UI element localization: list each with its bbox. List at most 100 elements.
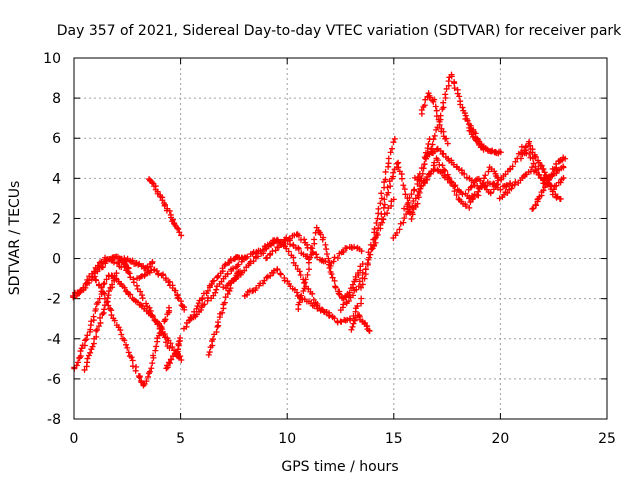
data-point (381, 201, 388, 208)
data-point (326, 312, 333, 319)
data-point (335, 290, 342, 297)
series-arc-25 (423, 71, 487, 162)
data-point (562, 155, 569, 162)
data-point (351, 243, 358, 250)
data-point (163, 365, 170, 372)
data-point (172, 287, 179, 294)
data-point (89, 343, 96, 350)
data-point (409, 209, 416, 216)
data-point (356, 278, 363, 285)
data-point (532, 154, 539, 161)
data-point (445, 174, 452, 181)
data-point (132, 367, 139, 374)
chart-title: Day 357 of 2021, Sidereal Day-to-day VTE… (57, 23, 622, 39)
y-tick-label: 4 (52, 171, 61, 187)
y-tick-label: 0 (52, 252, 61, 268)
data-point (385, 155, 392, 162)
data-point (301, 285, 308, 292)
data-point (222, 261, 229, 268)
data-point (395, 164, 402, 171)
data-point (375, 205, 382, 212)
data-point (117, 327, 124, 334)
data-point (292, 262, 299, 269)
data-point (93, 327, 100, 334)
data-point (298, 292, 305, 299)
data-point (94, 326, 101, 333)
data-point (350, 320, 357, 327)
data-point (137, 273, 144, 280)
data-point (136, 374, 143, 381)
data-point (440, 166, 447, 173)
y-tick-label: 6 (52, 131, 61, 147)
data-point (390, 169, 397, 176)
data-point (104, 298, 111, 305)
data-point (109, 281, 116, 288)
data-point (101, 306, 108, 313)
data-point (418, 107, 425, 114)
data-point (295, 232, 302, 239)
data-point (293, 289, 300, 296)
data-point (362, 266, 369, 273)
data-point (209, 336, 216, 343)
data-point (443, 135, 450, 142)
data-point (167, 360, 174, 367)
data-point (129, 357, 136, 364)
series-arc-26 (466, 124, 504, 157)
series-arc-12 (187, 237, 312, 321)
y-tick-label: 8 (52, 91, 61, 107)
data-point (130, 279, 137, 286)
data-point (431, 132, 438, 139)
data-point (212, 289, 219, 296)
data-point (359, 281, 366, 288)
data-point (77, 288, 84, 295)
data-point (85, 352, 92, 359)
data-point (365, 256, 372, 263)
x-tick-label: 20 (491, 431, 509, 447)
series-arc-17 (295, 224, 366, 313)
data-point (457, 101, 464, 108)
data-points (70, 71, 569, 389)
data-point (361, 275, 368, 282)
data-point (366, 327, 373, 334)
data-point (373, 229, 380, 236)
data-point (98, 258, 105, 265)
data-point (148, 365, 155, 372)
data-point (206, 349, 213, 356)
data-point (512, 179, 519, 186)
data-point (146, 368, 153, 375)
data-point (314, 254, 321, 261)
data-point (396, 226, 403, 233)
x-tick-label: 5 (176, 431, 185, 447)
data-point (244, 291, 251, 298)
data-point (181, 306, 188, 313)
data-point (294, 231, 301, 238)
data-point (84, 355, 91, 362)
data-point (448, 178, 455, 185)
data-point (401, 215, 408, 222)
data-point (159, 326, 166, 333)
data-point (93, 277, 100, 284)
y-tick-label: 2 (52, 211, 61, 227)
data-point (340, 248, 347, 255)
data-point (205, 351, 212, 358)
data-point (309, 245, 316, 252)
data-point (280, 240, 287, 247)
data-point (78, 345, 85, 352)
data-point (84, 332, 91, 339)
data-point (322, 241, 329, 248)
data-point (171, 347, 178, 354)
data-point (277, 271, 284, 278)
data-point (509, 163, 516, 170)
data-point (444, 171, 451, 178)
data-point (83, 336, 90, 343)
data-point (439, 162, 446, 169)
data-point (118, 331, 125, 338)
data-point (100, 289, 107, 296)
data-point (550, 170, 557, 177)
data-point (345, 297, 352, 304)
data-point (194, 303, 201, 310)
data-point (372, 239, 379, 246)
data-point (159, 272, 166, 279)
data-point (275, 244, 282, 251)
data-point (349, 323, 356, 330)
